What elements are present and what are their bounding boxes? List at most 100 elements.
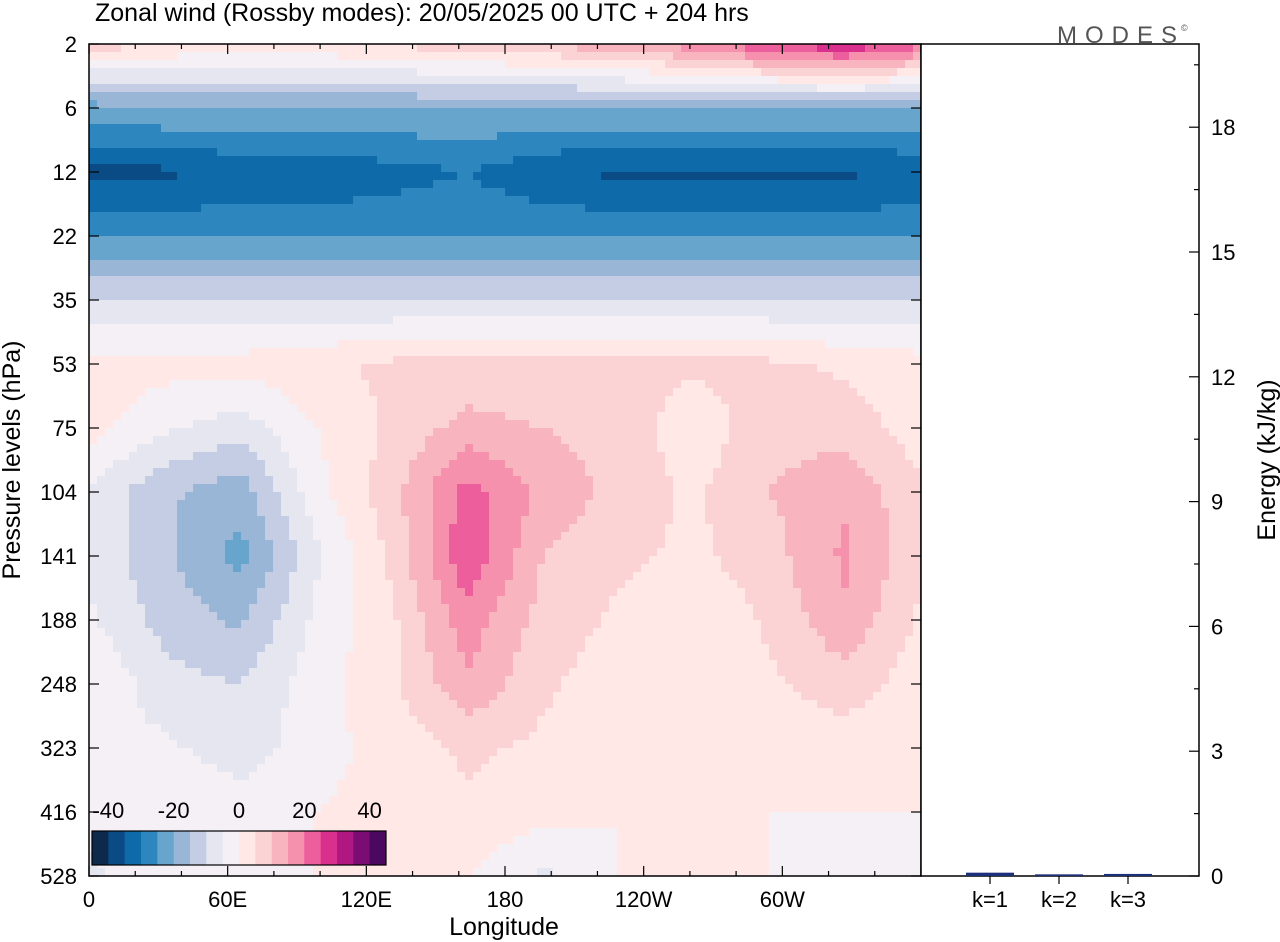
field-cell — [697, 300, 706, 309]
field-cell — [625, 356, 634, 365]
field-cell — [577, 388, 586, 397]
field-cell — [689, 124, 698, 133]
field-cell — [617, 124, 626, 133]
field-cell — [105, 60, 114, 69]
field-cell — [105, 268, 114, 277]
field-cell — [537, 204, 546, 213]
field-cell — [369, 132, 378, 141]
field-cell — [553, 156, 562, 165]
field-cell — [505, 340, 514, 349]
field-cell — [753, 188, 762, 197]
field-cell — [841, 196, 850, 205]
field-cell — [505, 52, 514, 61]
field-cell — [409, 196, 418, 205]
field-cell — [721, 108, 730, 117]
field-cell — [433, 196, 442, 205]
field-cell — [113, 140, 122, 149]
field-cell — [609, 44, 618, 53]
field-cell — [249, 68, 258, 77]
field-cell — [889, 84, 898, 93]
field-cell — [681, 316, 690, 325]
field-cell — [769, 172, 778, 181]
field-cell — [265, 44, 274, 53]
field-cell — [129, 44, 138, 53]
field-cell — [329, 220, 338, 229]
field-cell — [225, 268, 234, 277]
field-cell — [513, 100, 522, 109]
field-cell — [177, 180, 186, 189]
field-cell — [257, 364, 266, 373]
field-cell — [697, 188, 706, 197]
field-cell — [297, 140, 306, 149]
field-cell — [561, 252, 570, 261]
field-cell — [393, 76, 402, 85]
field-cell — [185, 348, 194, 357]
field-cell — [361, 84, 370, 93]
field-cell — [873, 172, 882, 181]
field-cell — [377, 260, 386, 269]
field-cell — [289, 364, 298, 373]
field-cell — [833, 300, 842, 309]
field-cell — [905, 60, 914, 69]
field-cell — [153, 244, 162, 253]
field-cell — [857, 60, 866, 69]
field-cell — [553, 372, 562, 381]
field-cell — [793, 212, 802, 221]
field-cell — [369, 420, 378, 429]
field-cell — [265, 252, 274, 261]
field-cell — [625, 76, 634, 85]
field-cell — [713, 244, 722, 253]
field-cell — [145, 228, 154, 237]
field-cell — [345, 340, 354, 349]
field-cell — [161, 236, 170, 245]
field-cell — [585, 276, 594, 285]
field-cell — [105, 396, 114, 405]
field-cell — [737, 148, 746, 157]
field-cell — [89, 228, 98, 237]
field-cell — [769, 316, 778, 325]
field-cell — [121, 196, 130, 205]
field-cell — [97, 164, 106, 173]
field-cell — [889, 100, 898, 109]
field-cell — [601, 84, 610, 93]
field-cell — [129, 92, 138, 101]
field-cell — [569, 132, 578, 141]
field-cell — [369, 116, 378, 125]
field-cell — [505, 316, 514, 325]
field-cell — [217, 396, 226, 405]
field-cell — [305, 236, 314, 245]
field-cell — [297, 356, 306, 365]
field-cell — [737, 204, 746, 213]
field-cell — [817, 188, 826, 197]
field-cell — [265, 76, 274, 85]
field-cell — [145, 164, 154, 173]
field-cell — [113, 348, 122, 357]
field-cell — [217, 148, 226, 157]
field-cell — [705, 100, 714, 109]
field-cell — [569, 420, 578, 429]
field-cell — [577, 156, 586, 165]
field-cell — [713, 292, 722, 301]
field-cell — [273, 276, 282, 285]
field-cell — [529, 356, 538, 365]
field-cell — [345, 108, 354, 117]
field-cell — [273, 204, 282, 213]
field-cell — [569, 268, 578, 277]
field-cell — [657, 44, 666, 53]
field-cell — [601, 44, 610, 53]
field-cell — [625, 116, 634, 125]
field-cell — [425, 164, 434, 173]
field-cell — [153, 356, 162, 365]
field-cell — [849, 316, 858, 325]
field-cell — [785, 236, 794, 245]
field-cell — [729, 348, 738, 357]
field-cell — [425, 236, 434, 245]
field-cell — [753, 156, 762, 165]
field-cell — [881, 172, 890, 181]
field-cell — [721, 244, 730, 253]
field-cell — [761, 204, 770, 213]
field-cell — [401, 68, 410, 77]
field-cell — [657, 212, 666, 221]
field-cell — [465, 140, 474, 149]
field-cell — [513, 204, 522, 213]
